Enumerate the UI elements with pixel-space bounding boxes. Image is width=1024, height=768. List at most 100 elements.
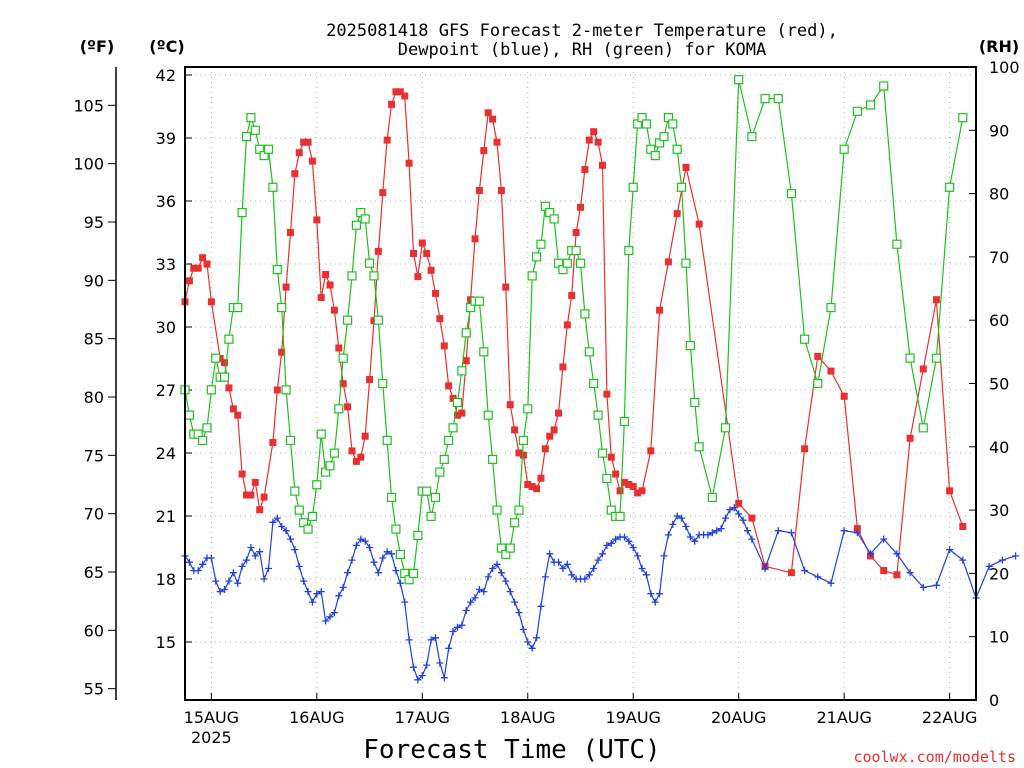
rh-marker (281, 385, 291, 395)
temperature-marker (489, 115, 497, 123)
rh-marker (602, 473, 612, 484)
rh-marker (615, 511, 625, 522)
x-axis-title: Forecast Time (UTC) (363, 735, 660, 765)
temperature-marker (550, 426, 558, 434)
celsius-tick-label: 27 (156, 381, 176, 400)
dewpoint-marker (291, 546, 299, 554)
dewpoint-marker (919, 583, 927, 591)
rh-marker (650, 151, 660, 161)
dewpoint-marker (686, 533, 694, 541)
x-tick-label: 20AUG (711, 708, 766, 727)
dewpoint-marker (647, 590, 655, 598)
temperature-marker (533, 485, 541, 493)
dewpoint-marker (348, 556, 356, 564)
rh-marker (681, 258, 691, 268)
temperature-marker (273, 386, 281, 394)
dewpoint-marker (427, 636, 435, 644)
rh-marker (690, 397, 700, 408)
temperature-marker (555, 409, 563, 417)
rh-marker (509, 518, 520, 528)
rh-marker (672, 144, 682, 154)
rh-tick-label: 100 (989, 58, 1020, 77)
dewpoint-marker (669, 520, 677, 528)
dewpoint-marker (1012, 552, 1020, 560)
dewpoint-marker (537, 602, 545, 610)
rh-tick-label: 30 (989, 501, 1009, 520)
temperature-line (184, 91, 964, 576)
x-tick-label: 21AUG (816, 708, 871, 727)
dewpoint-marker (396, 579, 404, 587)
dewpoint-marker (401, 598, 409, 606)
dewpoint-marker (827, 579, 835, 587)
rh-marker (312, 480, 322, 490)
dewpoint-marker (475, 586, 483, 593)
rh-marker (707, 492, 717, 503)
rh-marker (364, 258, 375, 268)
rh-marker (624, 245, 634, 256)
dewpoint-marker (585, 571, 593, 579)
temperature-marker (304, 138, 312, 146)
dewpoint-marker (880, 535, 888, 543)
temperature-marker (801, 445, 809, 453)
temperature-marker (594, 138, 602, 146)
dewpoint-marker (867, 550, 875, 558)
rh-marker (562, 258, 572, 268)
dewpoint-marker (264, 565, 272, 572)
dewpoint-marker (423, 661, 431, 669)
temperature-marker (326, 281, 334, 289)
temperature-marker (946, 487, 954, 495)
x-tick-year-label: 2025 (191, 728, 232, 747)
temperature-marker (572, 229, 580, 236)
fahrenheit-unit-label: (ºF) (80, 37, 115, 56)
dewpoint-marker (743, 527, 751, 535)
dewpoint-marker (519, 625, 527, 633)
dewpoint-marker (739, 516, 747, 524)
dewpoint-marker (379, 554, 387, 562)
rh-marker (685, 340, 695, 351)
temperature-marker (506, 401, 514, 409)
rh-marker (527, 271, 537, 281)
temperature-marker (330, 306, 338, 314)
temperature-marker (673, 210, 681, 218)
dewpoint-marker (524, 638, 532, 646)
rh-marker (813, 378, 823, 389)
dewpoint-marker (533, 634, 541, 642)
dewpoint-marker (440, 674, 448, 682)
rh-marker (580, 309, 590, 319)
temperature-marker (959, 523, 967, 530)
rh-tick-label: 50 (989, 375, 1009, 394)
rh-marker (589, 378, 599, 389)
rh-marker (422, 486, 432, 496)
dewpoint-marker (431, 634, 439, 642)
celsius-tick-label: 21 (156, 507, 176, 526)
dewpoint-marker (612, 535, 620, 543)
dewpoint-marker (445, 644, 453, 652)
dewpoint-marker (497, 569, 505, 577)
rh-marker (641, 119, 652, 129)
rh-marker (694, 442, 704, 452)
dewpoint-marker (229, 569, 237, 577)
rh-marker (734, 75, 744, 85)
temperature-marker (322, 271, 330, 278)
dewpoint-marker (185, 558, 193, 566)
rh-marker (549, 214, 559, 224)
temperature-marker (410, 250, 418, 257)
temperature-marker (286, 229, 294, 236)
temperature-marker (308, 157, 316, 165)
dewpoint-marker (300, 577, 308, 585)
temperature-marker (247, 491, 255, 499)
rh-tick-label: 0 (989, 691, 999, 710)
rh-marker (373, 315, 383, 325)
rh-marker (452, 397, 463, 408)
dewpoint-marker (330, 609, 338, 617)
dewpoint-marker (682, 523, 690, 530)
dewpoint-marker (335, 592, 343, 600)
celsius-tick-label: 33 (156, 255, 176, 274)
temperature-marker (221, 359, 229, 367)
rh-marker (668, 119, 678, 129)
temperature-marker (423, 250, 431, 257)
dewpoint-marker (357, 535, 365, 543)
x-tick-label: 17AUG (395, 708, 450, 727)
rh-marker (826, 302, 836, 313)
dewpoint-marker (502, 577, 510, 585)
